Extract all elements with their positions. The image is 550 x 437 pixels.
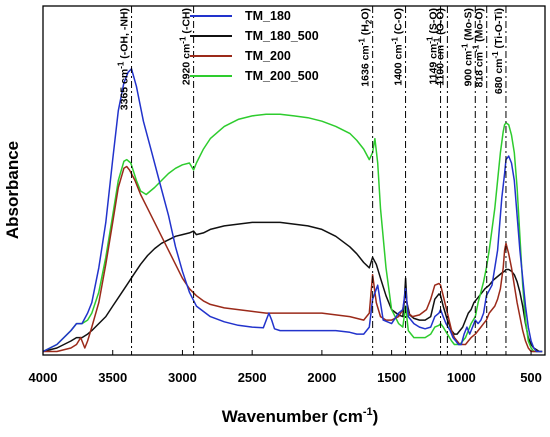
series-line-tm-200-500	[42, 113, 543, 353]
y-axis-label: Absorbance	[3, 141, 22, 239]
legend-label-tm-180: TM_180	[245, 9, 291, 23]
annotation-label-1400: 1400 cm-1 (C-O)	[391, 8, 405, 86]
x-tick-label: 2000	[307, 370, 336, 385]
x-tick-label: 1500	[377, 370, 406, 385]
x-tick-label: 3000	[168, 370, 197, 385]
x-axis-label: Wavenumber (cm-1)	[222, 406, 379, 426]
annotation-label-680: 680 cm-1 (Ti-O-Ti)	[491, 8, 505, 94]
x-tick-label: 1000	[447, 370, 476, 385]
legend-label-tm-200: TM_200	[245, 49, 291, 63]
annotation-label-2920: 2920 cm-1 (-CH)	[179, 8, 193, 85]
x-tick-label: 500	[520, 370, 542, 385]
annotation-label-900: 900 cm-1 (Mo-S)	[460, 8, 474, 86]
annotation-label-818: 818 cm-1 (Mo-O)	[472, 8, 486, 88]
series-line-tm-200	[43, 165, 543, 353]
annotation-label-1636: 1636 cm-1 (H2O)	[358, 8, 374, 87]
x-tick-label: 3500	[98, 370, 127, 385]
x-tick-label: 2500	[238, 370, 267, 385]
legend-label-tm-200-500: TM_200_500	[245, 69, 319, 83]
legend-label-tm-180-500: TM_180_500	[245, 29, 319, 43]
axes: 4000 3500 3000 2500 2000 1500 1000 500	[29, 5, 546, 385]
plot-frame	[42, 5, 546, 356]
annotation-label-1149: 1149 cm-1 (S-O)	[426, 8, 440, 85]
y-axis-title: Absorbance	[3, 141, 22, 239]
annotation-label-3365: 3365 cm-1 (-OH, -NH)	[117, 8, 131, 110]
annotation-label-1100: 1100 cm-1 (O-O)	[432, 8, 446, 86]
annotations: 3365 cm-1 (-OH, -NH) 2920 cm-1 (-CH) 1636 …	[117, 6, 507, 355]
plot-area	[42, 68, 543, 353]
legend: TM_180 TM_180_500 TM_200 TM_200_500	[190, 9, 319, 83]
series-line-tm-180	[42, 68, 543, 353]
x-tick-label: 4000	[29, 370, 58, 385]
